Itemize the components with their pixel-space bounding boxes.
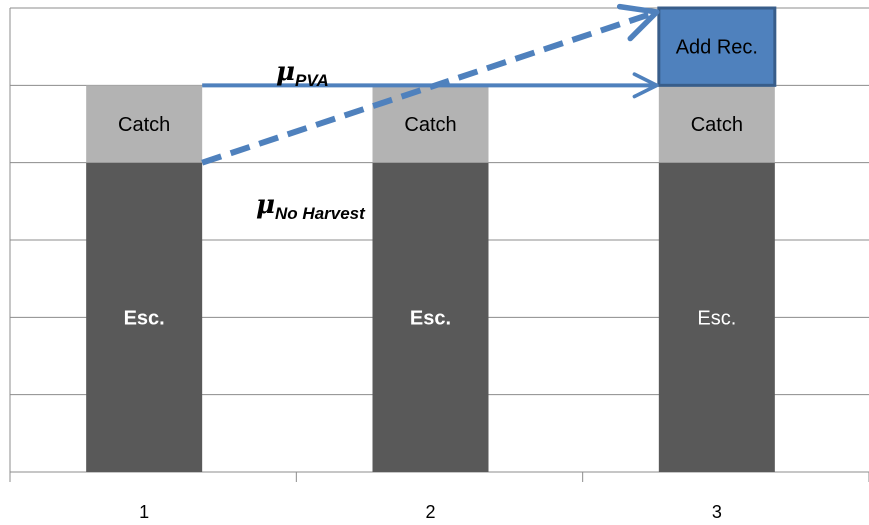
x-tick-label: 2: [425, 502, 435, 522]
mu-no-harvest-label-subscript: No Harvest: [275, 204, 366, 223]
data-label: Catch: [118, 114, 170, 136]
mu-pva-label-subscript: PVA: [295, 71, 329, 90]
bar-catch-1: [86, 85, 203, 163]
x-tick-label: 1: [139, 502, 149, 522]
data-label: Esc.: [410, 307, 451, 329]
bar-add-rec-3: [657, 6, 777, 87]
data-label: Catch: [404, 114, 456, 136]
mu-pva-label: μPVA: [276, 57, 329, 90]
mu-no-harvest-label: μNo Harvest: [256, 190, 366, 223]
data-label: Esc.: [697, 307, 736, 329]
bar-esc-3: [658, 162, 775, 472]
data-label: Add Rec.: [676, 37, 758, 59]
bar-esc-2: [372, 162, 489, 472]
x-tick-label: 3: [712, 502, 722, 522]
bar-esc-1: [86, 162, 203, 472]
bar-catch-3: [658, 85, 775, 163]
mu-no-harvest-arrow: [201, 3, 660, 166]
data-label: Catch: [691, 114, 743, 136]
data-label: Esc.: [124, 307, 165, 329]
bar-catch-2: [372, 85, 489, 163]
